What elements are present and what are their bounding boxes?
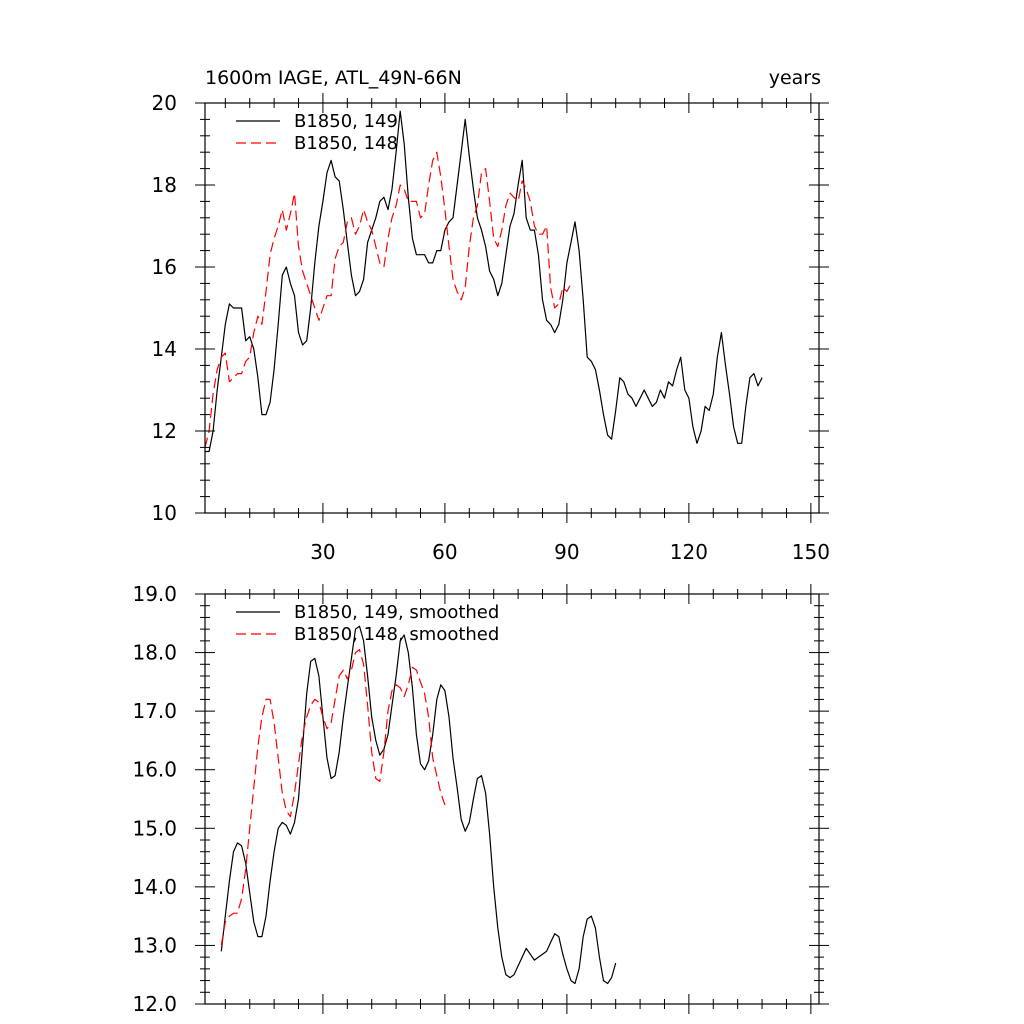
y-tick-label: 12.0 [132, 992, 177, 1016]
legend-label: B1850, 148, smoothed [294, 624, 499, 645]
y-tick-label: 13.0 [132, 933, 177, 957]
y-tick-label: 16.0 [132, 758, 177, 782]
y-tick-label: 14.0 [132, 875, 177, 899]
y-tick-label: 17.0 [132, 699, 177, 723]
y-tick-label: 16 [152, 255, 177, 279]
series-line-1 [205, 110, 763, 453]
y-tick-label: 15.0 [132, 816, 177, 840]
plot-frame [204, 593, 820, 1005]
series-line-2 [220, 649, 446, 946]
x-axis: 30 60 90 120 150 [224, 93, 830, 564]
y-tick-label: 12 [152, 419, 177, 443]
y-tick-label: 14 [152, 337, 177, 361]
bottom-chart: 12.0 13.0 14.0 15.0 16.0 17.0 18.0 19.0 B1850, … [132, 582, 829, 1016]
y-tick-label: 19.0 [132, 582, 177, 606]
y-tick-label: 18 [152, 173, 177, 197]
top-chart: 1600m IAGE, ATL_49N-66N years 30 60 90 120 1… [152, 67, 830, 564]
y-tick-label: 18.0 [132, 641, 177, 665]
legend-label: B1850, 148 [294, 133, 398, 154]
x-tick-label: 150 [792, 540, 830, 564]
chart-subtitle-right: years [769, 67, 821, 89]
y-axis: 12.0 13.0 14.0 15.0 16.0 17.0 18.0 19.0 [132, 582, 829, 1016]
y-axis: 10 12 14 16 18 20 [152, 91, 829, 525]
y-tick-label: 10 [152, 501, 177, 525]
legend-label: B1850, 149, smoothed [294, 602, 499, 623]
chart-title: 1600m IAGE, ATL_49N-66N [205, 67, 462, 89]
series-layer [204, 110, 763, 453]
x-tick-label: 60 [432, 540, 457, 564]
x-tick-label: 30 [310, 540, 335, 564]
series-line-1 [220, 625, 617, 985]
y-tick-label: 20 [152, 91, 177, 115]
legend-label: B1850, 149 [294, 111, 398, 132]
x-tick-label: 90 [554, 540, 579, 564]
plot-frame [204, 102, 820, 514]
series-layer [220, 625, 617, 985]
x-tick-label: 120 [670, 540, 708, 564]
series-line-2 [204, 151, 572, 448]
x-axis [224, 584, 812, 1014]
